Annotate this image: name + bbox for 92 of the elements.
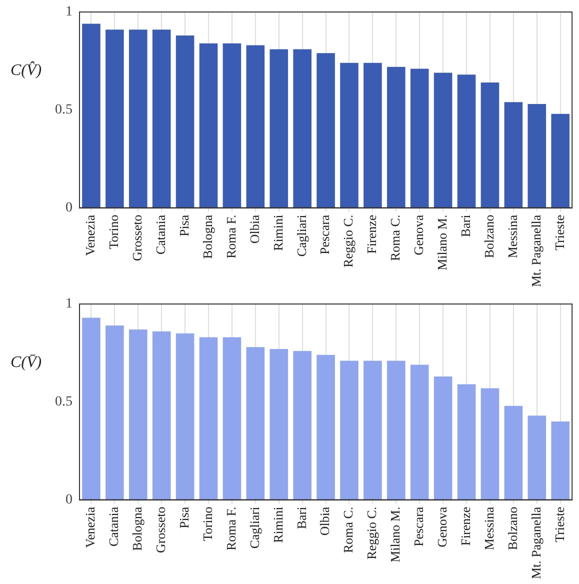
x-tick-label: Rimini	[270, 214, 286, 251]
bar	[551, 421, 570, 500]
bar	[176, 35, 194, 208]
x-tick-label: Firenze	[364, 214, 380, 254]
bar	[551, 114, 570, 208]
bar	[82, 24, 100, 208]
bar	[528, 104, 546, 208]
bar	[128, 329, 148, 500]
x-tick-label: Roma C.	[340, 506, 356, 554]
x-tick-label: Venezia	[82, 506, 98, 548]
x-tick-label: Messina	[481, 506, 496, 550]
y-tick-label: 0.5	[55, 102, 72, 118]
x-tick-label: Roma F.	[223, 506, 238, 551]
bar	[364, 360, 382, 500]
bar	[270, 349, 288, 500]
bar	[387, 66, 406, 208]
bar	[270, 49, 288, 208]
bar	[480, 82, 500, 208]
x-tick-label: Olbia	[246, 214, 262, 244]
x-tick-label: Catania	[106, 506, 122, 547]
bar	[152, 331, 171, 500]
bar	[504, 102, 523, 208]
x-tick-label: Mt. Paganella	[528, 506, 544, 580]
bar	[364, 62, 382, 208]
x-tick-label: Pescara	[411, 506, 426, 546]
x-tick-label: Bolzano	[481, 214, 496, 258]
x-tick-label: Genova	[411, 214, 426, 256]
x-tick-label: Olbia	[317, 506, 332, 536]
bar	[199, 43, 218, 208]
x-tick-label: Milano M.	[434, 214, 450, 270]
x-tick-label: Bolzano	[504, 506, 520, 550]
x-tick-label: Roma C.	[388, 214, 403, 262]
x-tick-label: Catania	[153, 214, 168, 255]
x-tick-label: Reggio C.	[340, 214, 356, 268]
bar	[152, 30, 171, 208]
bar	[457, 384, 476, 500]
x-tick-label: Pescara	[317, 214, 332, 254]
bar	[480, 388, 500, 500]
y-tick-label: 1	[66, 4, 72, 20]
x-tick-label: Roma F.	[223, 214, 238, 259]
bar	[176, 333, 194, 500]
y-tick-label: 0	[66, 200, 72, 216]
bar	[222, 43, 242, 208]
bar	[128, 30, 148, 208]
x-tick-label: Trieste	[552, 214, 567, 250]
bar	[528, 416, 546, 500]
bar	[293, 49, 312, 208]
y-tick-label: 0	[66, 492, 72, 508]
bar	[340, 360, 358, 500]
x-tick-label: Grosseto	[130, 214, 145, 262]
x-tick-label: Torino	[200, 506, 215, 542]
bar	[410, 364, 429, 500]
x-tick-label: Bari	[458, 214, 473, 238]
bar	[410, 68, 429, 208]
bar	[246, 45, 265, 208]
bar	[387, 360, 406, 500]
x-tick-label: Rimini	[270, 506, 286, 543]
y-axis-title: C(V̄)	[10, 354, 42, 371]
x-tick-label: Pisa	[176, 214, 192, 236]
x-tick-label: Venezia	[82, 214, 98, 256]
x-tick-label: Genova	[434, 506, 450, 548]
x-tick-label: Grosseto	[153, 506, 168, 554]
y-tick-label: 0.5	[55, 394, 72, 410]
x-tick-label: Bologna	[200, 214, 215, 259]
x-tick-label: Bari	[294, 506, 309, 530]
y-tick-label: 1	[66, 296, 72, 312]
bar	[434, 376, 452, 500]
y-axis-title: C(V̂)	[10, 60, 42, 79]
x-tick-label: Cagliari	[246, 506, 262, 549]
x-tick-label: Bologna	[130, 506, 145, 551]
bar	[340, 62, 358, 208]
bar	[246, 347, 265, 500]
x-tick-label: Messina	[504, 214, 520, 258]
x-tick-label: Reggio C.	[364, 506, 380, 560]
x-tick-label: Cagliari	[294, 214, 309, 257]
bar	[457, 74, 476, 208]
bar	[106, 30, 124, 208]
bar	[293, 350, 312, 500]
x-tick-label: Mt. Paganella	[528, 214, 544, 288]
bar	[504, 406, 523, 500]
x-tick-label: Trieste	[552, 506, 567, 542]
bar	[199, 337, 218, 500]
x-tick-label: Milano M.	[388, 506, 403, 562]
bar	[316, 53, 335, 208]
bar	[316, 354, 335, 500]
bar	[106, 326, 124, 500]
x-tick-label: Pisa	[176, 506, 192, 528]
bar	[434, 72, 452, 208]
x-tick-label: Torino	[106, 214, 122, 250]
bar	[82, 318, 100, 500]
x-tick-label: Firenze	[458, 506, 473, 546]
bar	[222, 337, 242, 500]
